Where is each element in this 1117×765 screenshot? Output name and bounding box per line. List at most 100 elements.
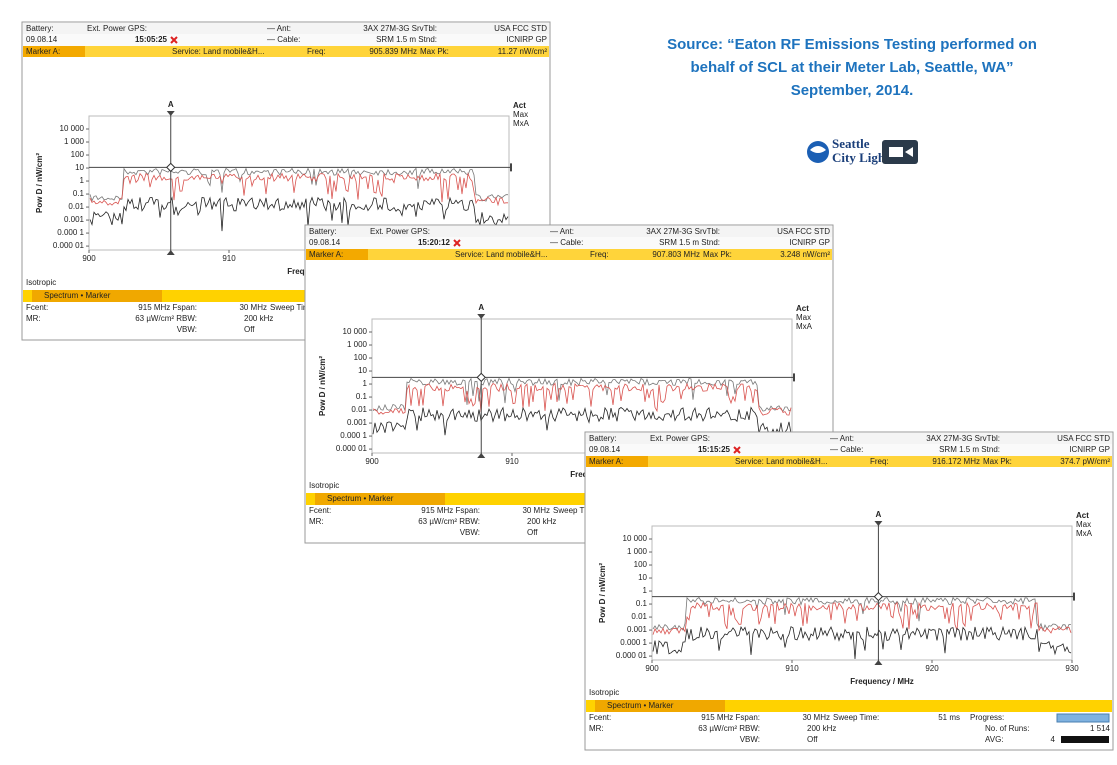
footer-field: 30 MHz — [802, 713, 830, 722]
legend-entry: MxA — [796, 322, 813, 331]
header-field: Ext. Power GPS: — [87, 24, 147, 33]
footer-field: Fcent: — [309, 506, 331, 515]
header-field: Ext. Power GPS: — [370, 227, 430, 236]
header-field: Ext. Power GPS: — [650, 434, 710, 443]
header-field: Battery: — [309, 227, 337, 236]
header-row — [306, 226, 832, 237]
header-field: ICNIRP GP — [789, 238, 830, 247]
y-tick-label: 100 — [634, 560, 648, 569]
trace-act — [89, 196, 509, 232]
legend-entry: Act — [796, 304, 809, 313]
footer-field: Sweep Time: — [833, 713, 879, 722]
footer-field: 915 MHz Fspan: — [421, 506, 480, 515]
y-tick-label: 10 000 — [343, 327, 368, 336]
trace-mxa — [372, 382, 792, 416]
marker-level: 11.27 nW/cm² — [498, 47, 548, 56]
footer-field: Sweep Time: — [270, 303, 316, 312]
marker-row — [306, 249, 832, 260]
header-field: 09.08.14 — [589, 445, 621, 454]
y-tick-label: 1 000 — [627, 547, 648, 556]
footer-title: Spectrum • Marker — [327, 494, 394, 503]
header-field: SRM 1.5 m Stnd: — [376, 35, 437, 44]
marker-field: Service: Land mobile&H... — [455, 250, 548, 259]
footer-field: 1 514 — [1090, 724, 1111, 733]
marker-freq: 905.839 MHz — [369, 47, 417, 56]
footer-field: AVG: — [985, 735, 1004, 744]
header-field: 09.08.14 — [26, 35, 58, 44]
trace-mxa — [652, 601, 1072, 636]
footer-field: 200 kHz — [807, 724, 836, 733]
marker-triangle — [874, 660, 883, 665]
legend-entry: Max — [796, 313, 811, 322]
marker-field: Marker A: — [26, 47, 60, 56]
logo-text: Seattle — [832, 136, 870, 151]
footer-tab — [315, 493, 445, 505]
mode-label: Isotropic — [589, 688, 619, 697]
header-field: Battery: — [589, 434, 617, 443]
marker-triangle — [166, 111, 175, 116]
header-row — [586, 444, 1112, 456]
alarm-icon — [733, 446, 741, 454]
legend-entry: Max — [513, 110, 528, 119]
avg-bar — [1061, 736, 1109, 743]
footer-field: Progress: — [970, 713, 1004, 722]
footer-field: VBW: — [460, 528, 480, 537]
y-tick-label: 1 — [363, 379, 368, 388]
trace-act — [652, 625, 1072, 660]
x-tick-label: 900 — [645, 664, 659, 673]
progress-bar — [1056, 713, 1110, 723]
marker-row — [586, 456, 1112, 467]
y-tick-label: 10 000 — [60, 124, 85, 133]
source-line: Source: “Eaton RF Emissions Testing perf… — [667, 36, 1037, 53]
footer-field: Off — [807, 735, 818, 744]
legend-entry: MxA — [1076, 529, 1093, 538]
marker-row-tab — [23, 46, 85, 57]
header-field: — Cable: — [267, 35, 300, 44]
footer-field: 4 — [1051, 735, 1056, 744]
footer-field: Sweep Time: — [553, 506, 599, 515]
header-field: — Cable: — [830, 445, 863, 454]
marker-diamond — [166, 162, 176, 173]
footer-field: MR: — [589, 724, 604, 733]
y-tick-label: 0.01 — [351, 405, 367, 414]
camera-icon-detail — [905, 147, 913, 157]
marker-field: Freq: — [870, 457, 889, 466]
marker-diamond — [476, 372, 486, 383]
marker-row — [23, 46, 549, 57]
marker-freq: 916.172 MHz — [932, 457, 980, 466]
marker-level: 374.7 pW/cm² — [1060, 457, 1110, 466]
footer-field: VBW: — [740, 735, 760, 744]
source-line: September, 2014. — [791, 82, 914, 99]
y-tick-label: 1 — [80, 176, 85, 185]
marker-max-key: Max Pk: — [983, 457, 1012, 466]
marker-triangle — [166, 250, 175, 255]
footer-title: Spectrum • Marker — [44, 291, 111, 300]
header-field: 15:20:12 — [418, 238, 451, 247]
y-tick-label: 10 — [638, 573, 647, 582]
header-field: ICNIRP GP — [506, 35, 547, 44]
y-tick-label: 0.000 1 — [57, 228, 84, 237]
header-field: SRM 1.5 m Stnd: — [659, 238, 720, 247]
y-tick-label: 10 — [358, 366, 367, 375]
footer-field: MR: — [309, 517, 324, 526]
header-field: USA FCC STD — [494, 24, 547, 33]
y-tick-label: 0.001 — [347, 418, 368, 427]
header-field: — Ant: — [830, 434, 854, 443]
mode-label: Isotropic — [309, 481, 339, 490]
footer-field: 63 µW/cm² RBW: — [135, 314, 197, 323]
y-axis-label: Pow D / nW/cm² — [35, 153, 44, 213]
footer-field: 30 MHz — [522, 506, 550, 515]
marker-freq: 907.803 MHz — [652, 250, 700, 259]
logo-icon-detail — [810, 146, 826, 153]
header-row — [23, 34, 549, 46]
logo-text: City Light — [832, 150, 890, 165]
header-field: 3AX 27M-3G SrvTbl: — [646, 227, 720, 236]
header-row — [306, 237, 832, 249]
header-field: — Ant: — [550, 227, 574, 236]
y-tick-label: 100 — [71, 150, 85, 159]
x-tick-label: 900 — [82, 254, 96, 263]
header-field: — Cable: — [550, 238, 583, 247]
